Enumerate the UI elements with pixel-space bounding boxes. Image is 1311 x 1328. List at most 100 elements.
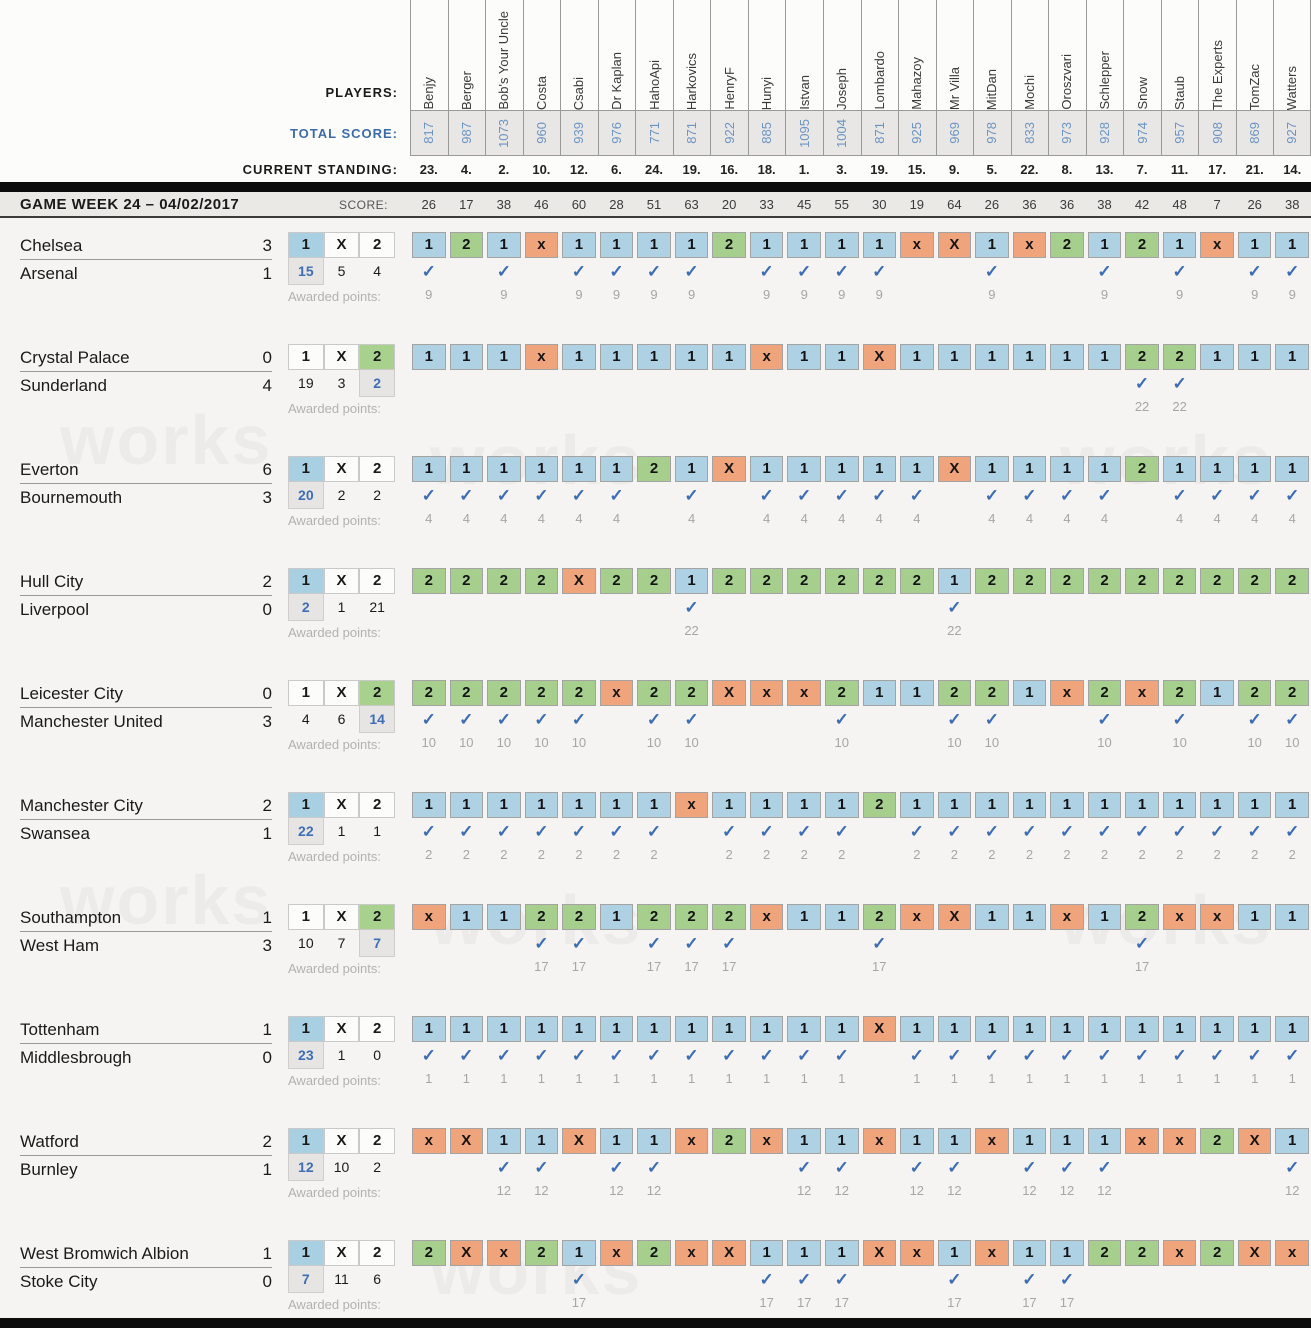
awarded-points-value: 17 <box>571 1295 587 1310</box>
prediction-cell: x <box>900 232 934 258</box>
prediction-cell: 1 <box>937 1016 972 1042</box>
prediction-cell: x <box>975 1128 1009 1154</box>
team-divider <box>20 1043 272 1044</box>
prediction-cell: 1 <box>712 1016 746 1042</box>
away-team-name: Stoke City <box>20 1271 98 1291</box>
prediction-cell: 1 <box>975 232 1009 258</box>
prediction-cell: 1 <box>599 344 634 370</box>
prediction-cell: 1 <box>637 792 671 818</box>
empty-checkmark <box>560 370 598 398</box>
correct-checkmark: ✓ <box>1285 486 1300 505</box>
correct-checkmark: ✓ <box>609 262 624 281</box>
correct-checkmark: ✓ <box>571 486 587 505</box>
empty-checkmark <box>448 1154 486 1182</box>
player-name: Oroszvari <box>1048 0 1086 110</box>
match-block: Everton 6 Bournemouth 3 1 X 2 20 2 2 Awarded point… <box>0 456 1311 534</box>
prediction-cell: 1 <box>1012 456 1047 482</box>
player-name-text: Costa <box>533 76 549 110</box>
player-column: HenryF 922 16. <box>710 0 748 182</box>
empty-checkmark <box>1011 706 1049 734</box>
empty-checkmark <box>785 370 823 398</box>
awarded-points-value: 4 <box>1251 511 1259 526</box>
player-standing: 2. <box>498 161 510 177</box>
correct-checkmark: ✓ <box>684 486 699 505</box>
player-name-text: MitDan <box>984 68 1000 110</box>
player-total-score-text: 957 <box>1172 122 1188 144</box>
awarded-points-value: 4 <box>800 511 808 526</box>
awarded-points-value <box>785 958 823 978</box>
awarded-points-value <box>1236 1294 1274 1314</box>
correct-checkmark: ✓ <box>1172 262 1187 281</box>
correct-checkmark: ✓ <box>684 1046 699 1065</box>
awarded-points-value <box>1198 398 1236 418</box>
player-total-score-text: 1004 <box>834 118 850 148</box>
player-standing: 17. <box>1208 161 1227 177</box>
awarded-points-value: 12 <box>1284 1183 1300 1198</box>
player-total-score-text: 871 <box>684 122 700 144</box>
prediction-cell: X <box>1237 1240 1272 1266</box>
awarded-points-value: 1 <box>462 1071 470 1086</box>
odds-header-1: 1 <box>288 792 324 818</box>
player-week-score: 64 <box>947 197 962 212</box>
prediction-cell: x <box>749 680 784 706</box>
player-standing: 18. <box>757 161 776 177</box>
prediction-cell: 1 <box>1125 792 1159 818</box>
player-total-score: 928 <box>1085 110 1124 156</box>
empty-checkmark <box>1123 706 1161 734</box>
empty-checkmark <box>1236 1154 1274 1182</box>
match-teams: Hull City 2 Liverpool 0 <box>20 568 272 623</box>
awarded-points-value: 1 <box>575 1071 583 1086</box>
player-standing: 16. <box>720 161 739 177</box>
awarded-points-value: 2 <box>650 847 658 862</box>
player-total-score: 969 <box>935 110 974 156</box>
awarded-points-value: 2 <box>800 847 808 862</box>
empty-checkmark <box>861 370 899 398</box>
correct-checkmark: ✓ <box>496 262 511 281</box>
home-team-score: 2 <box>262 571 272 591</box>
home-team-name: Southampton <box>20 907 122 927</box>
awarded-points-value <box>1198 1182 1236 1202</box>
player-column: MitDan 978 5. <box>973 0 1011 182</box>
correct-checkmark: ✓ <box>1134 374 1150 393</box>
awarded-points-value: 22 <box>947 623 962 638</box>
player-name: Lombardo <box>860 0 899 110</box>
awarded-points-value: 2 <box>1288 847 1296 862</box>
away-team-row: West Ham 3 <box>20 932 272 959</box>
awarded-points-value <box>635 510 673 530</box>
awarded-points-value: 12 <box>496 1183 512 1198</box>
awarded-points-value <box>1198 286 1236 306</box>
prediction-cell: 2 <box>1087 568 1122 594</box>
empty-checkmark <box>410 1266 448 1294</box>
player-total-score: 869 <box>1235 110 1274 156</box>
empty-checkmark <box>1273 370 1311 398</box>
correct-checkmark: ✓ <box>834 1270 849 1289</box>
awarded-points-value: 12 <box>834 1183 849 1198</box>
player-week-score: 17 <box>459 197 474 212</box>
odds-box: 1 X 2 10 7 7 <box>288 904 395 957</box>
correct-checkmark: ✓ <box>1059 1046 1075 1065</box>
awarded-points-value: 10 <box>571 735 587 750</box>
prediction-cell: 1 <box>749 792 784 818</box>
empty-checkmark <box>485 1266 523 1294</box>
prediction-cell: x <box>900 904 934 930</box>
match-block: Watford 2 Burnley 1 1 X 2 12 10 2 Awarded points: x… <box>0 1128 1311 1206</box>
awarded-points-value <box>560 622 598 642</box>
odds-box: 1 X 2 23 1 0 <box>288 1016 395 1069</box>
correct-checkmark: ✓ <box>421 1046 436 1065</box>
odds-value: 14 <box>359 706 395 733</box>
awarded-points-row: 1 1 1 1 1 1 1 1 1 1 1 1 1 1 1 1 1 1 1 1 1 1 1 <box>410 1070 1311 1090</box>
awarded-points-value: 10 <box>459 735 474 750</box>
awarded-points-value <box>1161 622 1199 642</box>
odds-value: 4 <box>301 711 310 727</box>
player-week-score: 30 <box>872 197 887 212</box>
odds-value: 2 <box>373 1159 382 1175</box>
empty-checkmark <box>898 706 936 734</box>
odds-header-x: X <box>323 232 360 258</box>
away-team-row: Sunderland 4 <box>20 372 272 399</box>
home-team-score: 3 <box>262 235 272 255</box>
home-team-name: West Bromwich Albion <box>20 1243 189 1263</box>
prediction-cell: 1 <box>637 1016 671 1042</box>
awarded-points-value: 1 <box>1100 1071 1109 1086</box>
